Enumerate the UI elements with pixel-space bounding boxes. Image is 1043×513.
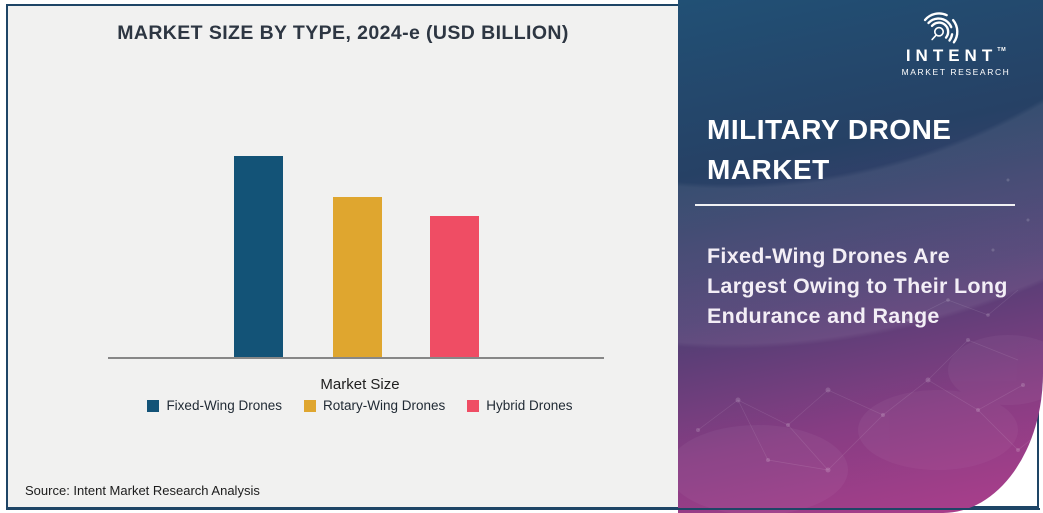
panel-title-line-2: MARKET <box>707 154 830 185</box>
radar-signal-logo-icon <box>923 12 959 45</box>
chart-title: MARKET SIZE BY TYPE, 2024-e (USD BILLION… <box>117 22 569 44</box>
legend-swatch-hybrid <box>467 399 480 412</box>
panel-description: Fixed-Wing Drones Are Largest Owing to T… <box>707 241 1022 331</box>
panel-title: MILITARY DRONE MARKET <box>707 110 1017 190</box>
legend-label: Fixed-Wing Drones <box>166 398 282 413</box>
right-gradient-panel: INTENT TM MARKET RESEARCH MILITARY DRONE… <box>678 0 1043 513</box>
bottom-border-line <box>6 508 1040 510</box>
logo-wordmark: INTENT TM <box>906 46 1006 66</box>
legend-item-hybrid: Hybrid Drones <box>467 398 573 413</box>
panel-title-line-1: MILITARY DRONE <box>707 114 952 145</box>
source-note: Source: Intent Market Research Analysis <box>25 483 260 498</box>
legend-label: Hybrid Drones <box>486 398 573 413</box>
bar-rotary-wing-drones <box>333 197 382 357</box>
legend-item-fixed-wing: Fixed-Wing Drones <box>147 398 282 413</box>
x-axis-label: Market Size <box>320 376 400 393</box>
x-axis-line <box>108 357 604 359</box>
logo-trademark: TM <box>997 47 1007 53</box>
panel-description-line-3: Endurance and Range <box>707 304 940 328</box>
legend-label: Rotary-Wing Drones <box>322 398 446 413</box>
panel-divider-line <box>695 204 1015 206</box>
panel-description-line-1: Fixed-Wing Drones Are <box>707 244 951 268</box>
bar-fixed-wing-drones <box>234 156 283 357</box>
panel-description-line-2: Largest Owing to Their Long <box>707 274 1008 298</box>
logo-name-text: INTENT <box>905 46 998 65</box>
intent-market-research-logo: INTENT TM MARKET RESEARCH <box>891 8 1021 77</box>
legend-swatch-rotary-wing <box>303 399 316 412</box>
chart-legend: Fixed-Wing Drones Rotary-Wing Drones Hyb… <box>40 398 680 413</box>
logo-subtitle-text: MARKET RESEARCH <box>901 67 1011 77</box>
legend-swatch-fixed-wing <box>147 399 160 412</box>
bar-hybrid-drones <box>430 216 479 357</box>
legend-item-rotary-wing: Rotary-Wing Drones <box>303 398 446 413</box>
